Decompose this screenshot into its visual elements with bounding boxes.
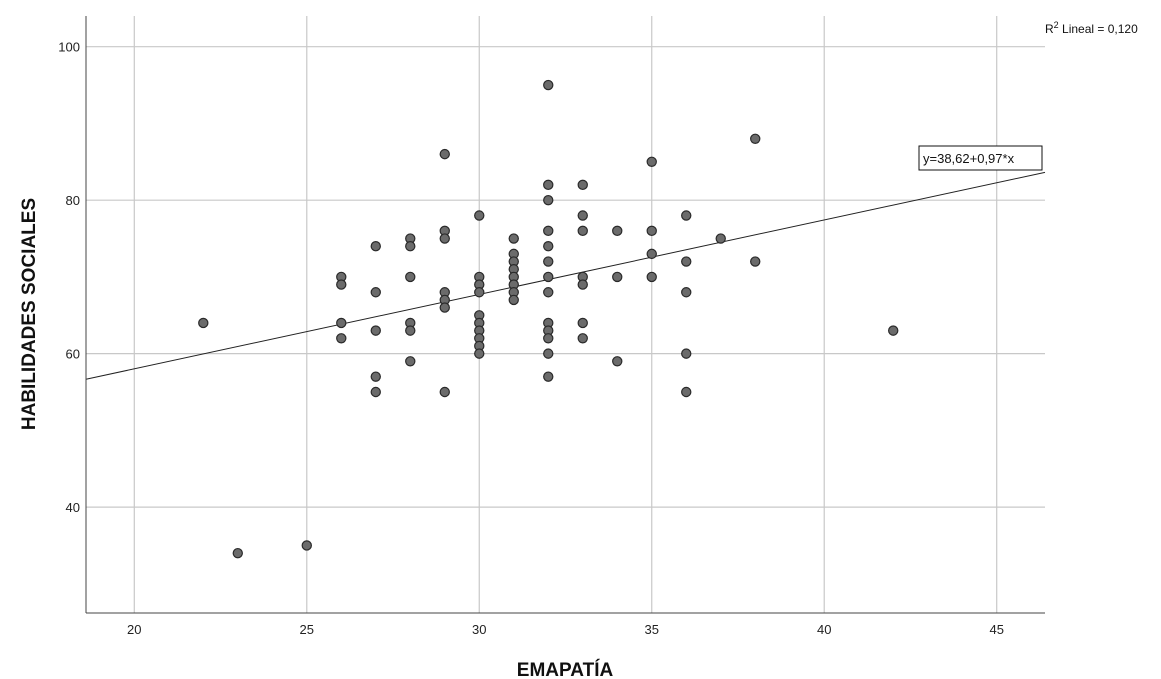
data-point [543,348,554,359]
data-point [646,225,657,237]
data-point [681,256,692,267]
data-point [543,333,554,344]
data-point [646,156,657,167]
data-point [543,287,554,298]
y-tick-label: 80 [66,193,80,208]
data-point [405,241,416,252]
x-tick-label: 35 [645,622,659,637]
data-point [508,233,519,244]
data-point [681,348,692,359]
data-point [543,271,554,283]
data-point [577,210,588,221]
data-point [577,317,588,329]
data-point [577,179,588,191]
data-point [370,371,381,382]
data-point [543,241,554,252]
data-point [439,148,450,160]
grid [86,16,1045,613]
data-point [681,287,692,298]
y-axis-title: HABILIDADES SOCIALES [19,198,40,430]
data-point [474,287,485,298]
data-point [370,386,381,398]
axes [85,16,1045,614]
data-point [543,179,554,191]
tick-labels: 20 25 30 35 40 45 40 60 80 100 [58,40,1004,637]
points-layer [198,79,899,559]
y-tick-label: 60 [66,347,80,362]
data-point [370,325,381,336]
data-point [370,241,381,252]
data-point [750,256,761,267]
data-point [577,279,588,290]
x-tick-label: 40 [817,622,831,637]
data-point [543,79,554,91]
data-point [439,302,450,313]
data-point [543,371,554,382]
y-tick-label: 100 [58,40,80,55]
x-tick-label: 45 [989,622,1003,637]
x-tick-label: 20 [127,622,141,637]
r2-label-superscript: 2 [1054,20,1059,30]
data-point [646,271,657,283]
equation-box [918,145,1043,171]
data-point [750,133,761,144]
data-point [232,547,243,559]
data-point [577,225,588,237]
data-point [715,233,726,244]
data-point [543,194,554,206]
data-point [543,256,554,267]
x-tick-label: 25 [300,622,314,637]
y-tick-label: 40 [66,500,80,515]
data-point [405,325,416,336]
regression-line [85,171,1046,380]
data-point [543,225,554,237]
data-point [198,317,209,329]
data-point [612,271,623,283]
data-point [336,279,347,290]
data-point [336,333,347,344]
fit-line-layer [85,171,1046,380]
r2-label-text: Lineal = 0,120 [1059,22,1138,36]
data-point [577,333,588,344]
data-point [474,210,485,221]
r2-label: R2 Lineal = 0,120 [1045,20,1138,36]
data-point [612,225,623,237]
data-point [439,233,450,244]
data-point [405,356,416,367]
data-point [681,386,692,398]
r2-label-prefix: R [1045,22,1054,36]
data-point [439,386,450,398]
equation-label: y=38,62+0,97*x [923,151,1015,166]
data-point [474,348,485,359]
data-point [405,271,416,283]
data-point [336,317,347,329]
data-point [370,287,381,298]
x-axis-title: EMAPATÍA [517,659,614,679]
data-point [301,540,312,551]
data-point [888,325,899,336]
x-tick-label: 30 [472,622,486,637]
data-point [508,294,519,306]
data-point [612,356,623,367]
data-point [646,248,657,260]
data-point [681,210,692,221]
